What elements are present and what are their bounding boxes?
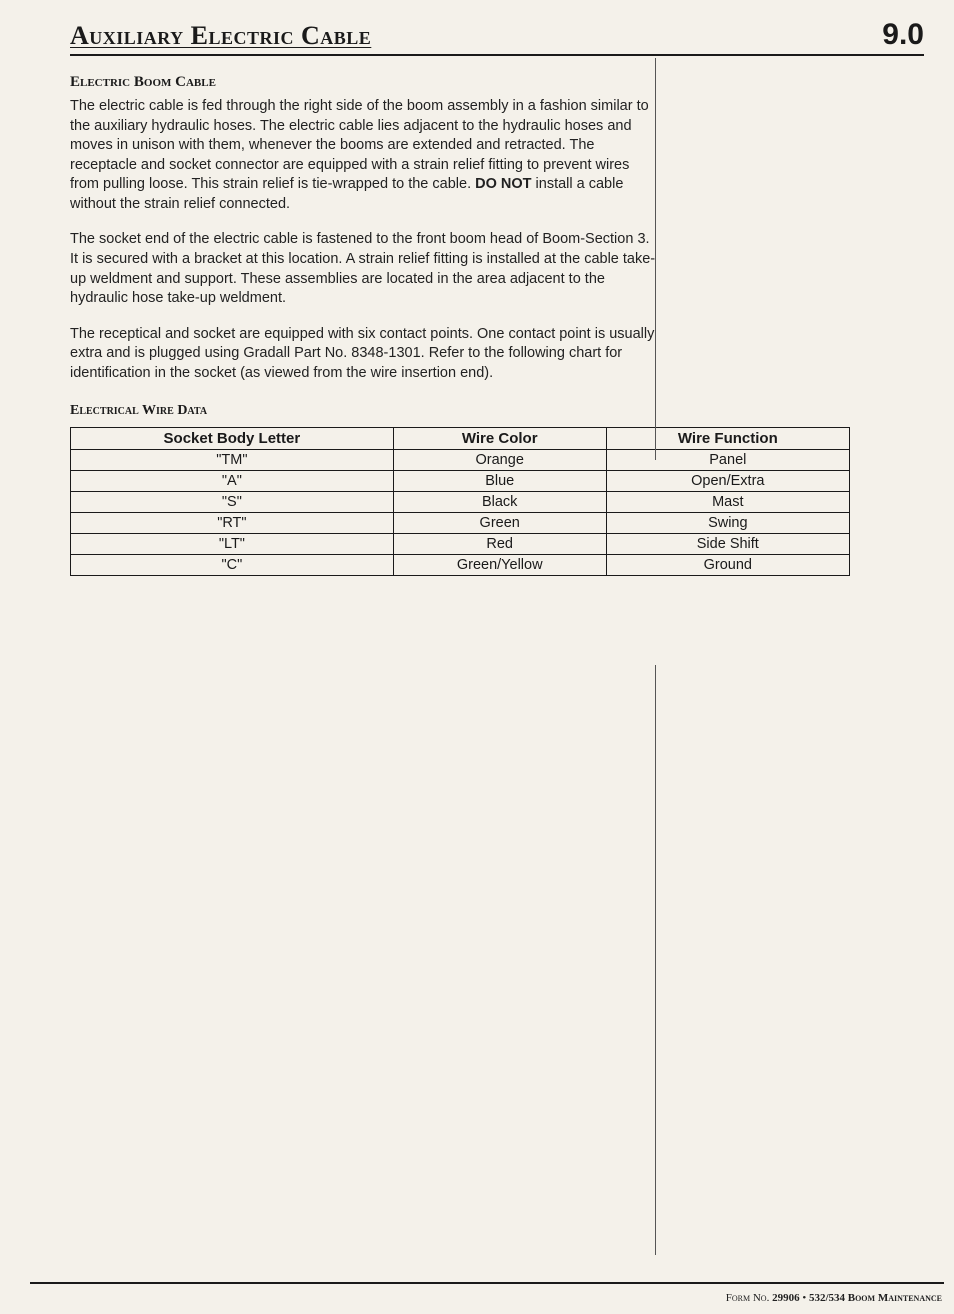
table-cell: Black	[393, 492, 606, 513]
table-row: "A" Blue Open/Extra	[71, 471, 850, 492]
section-number: 9.0	[882, 18, 924, 52]
table-row: "TM" Orange Panel	[71, 450, 850, 471]
wire-data-table: Socket Body Letter Wire Color Wire Funct…	[70, 427, 850, 576]
content-wrap: Electric Boom Cable The electric cable i…	[70, 74, 924, 576]
subsection-heading: Electric Boom Cable	[70, 74, 924, 91]
divider-vertical-bottom	[655, 665, 656, 1255]
table-header-cell: Socket Body Letter	[71, 428, 394, 450]
table-cell: Swing	[606, 513, 849, 534]
footer-rule	[30, 1282, 944, 1284]
table-cell: "LT"	[71, 534, 394, 555]
table-row: "C" Green/Yellow Ground	[71, 555, 850, 576]
table-cell: Blue	[393, 471, 606, 492]
divider-vertical-top	[655, 58, 656, 460]
footer-doc: 532/534 Boom Maintenance	[809, 1292, 942, 1304]
table-cell: "S"	[71, 492, 394, 513]
table-header-cell: Wire Color	[393, 428, 606, 450]
table-cell: Side Shift	[606, 534, 849, 555]
table-header-cell: Wire Function	[606, 428, 849, 450]
table-cell: "C"	[71, 555, 394, 576]
body-paragraph-1: The electric cable is fed through the ri…	[70, 97, 660, 214]
table-cell: Orange	[393, 450, 606, 471]
table-cell: Green	[393, 513, 606, 534]
table-cell: "TM"	[71, 450, 394, 471]
table-cell: Open/Extra	[606, 471, 849, 492]
table-cell: Mast	[606, 492, 849, 513]
body-paragraph-3: The receptical and socket are equipped w…	[70, 325, 660, 384]
table-row: "S" Black Mast	[71, 492, 850, 513]
footer-form-no: 29906	[772, 1292, 800, 1304]
table-cell: Ground	[606, 555, 849, 576]
table-row: "RT" Green Swing	[71, 513, 850, 534]
page-container: Auxiliary Electric Cable 9.0 Electric Bo…	[0, 0, 954, 1314]
body-paragraph-2: The socket end of the electric cable is …	[70, 230, 660, 308]
footer-form-label: Form No.	[726, 1292, 772, 1304]
table-row: "LT" Red Side Shift	[71, 534, 850, 555]
table-heading: Electrical Wire Data	[70, 403, 924, 419]
table-cell: "RT"	[71, 513, 394, 534]
table-cell: Panel	[606, 450, 849, 471]
table-header-row: Socket Body Letter Wire Color Wire Funct…	[71, 428, 850, 450]
page-title: Auxiliary Electric Cable	[70, 21, 371, 51]
table-cell: "A"	[71, 471, 394, 492]
table-cell: Red	[393, 534, 606, 555]
para1-bold: DO NOT	[475, 176, 531, 192]
footer-text: Form No. 29906 • 532/534 Boom Maintenanc…	[726, 1292, 942, 1304]
table-cell: Green/Yellow	[393, 555, 606, 576]
header-row: Auxiliary Electric Cable 9.0	[70, 18, 924, 56]
footer-sep: •	[800, 1292, 809, 1304]
